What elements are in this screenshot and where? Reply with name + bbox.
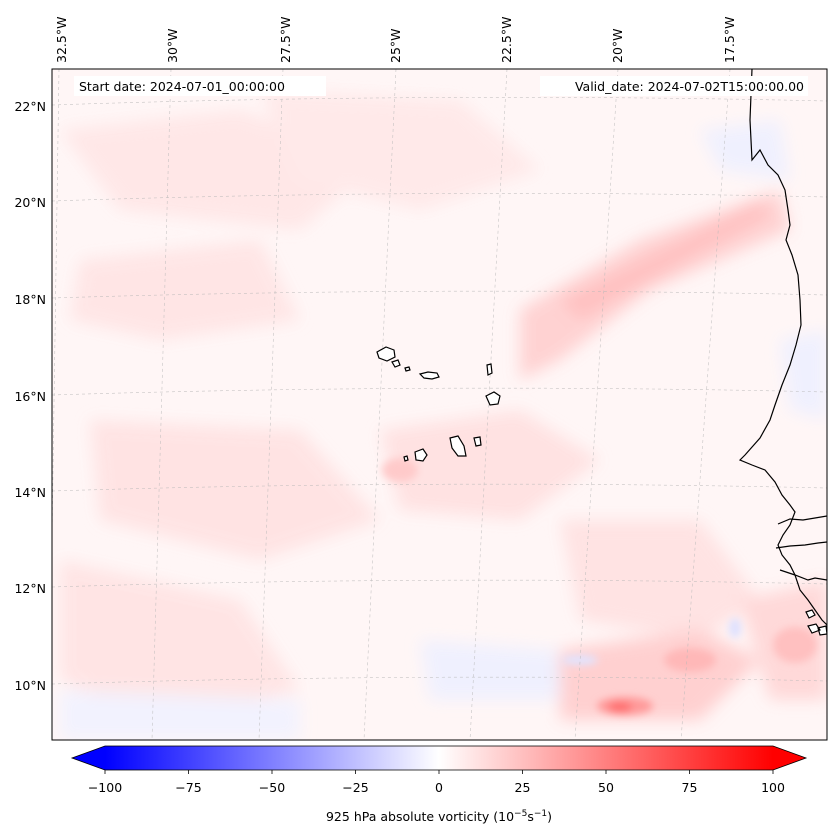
- colorbar-low-extend: [72, 746, 105, 770]
- island-sao-vicente: [391, 359, 401, 368]
- colorbar-high-extend: [773, 746, 806, 770]
- colorbar-title: 925 hPa absolute vorticity (10−5s−1): [326, 809, 552, 824]
- cb-tick-label: −100: [88, 780, 122, 795]
- colorbar-title-mid: s: [527, 809, 534, 824]
- island-sao-nicolau: [418, 371, 440, 380]
- colorbar-tick-labels: −100 −75 −50 −25 0 25 50 75 100: [88, 780, 785, 795]
- lon-label-30w: 30°W: [165, 28, 180, 63]
- lat-label-22n: 22°N: [14, 99, 46, 114]
- cb-tick-label: −25: [342, 780, 368, 795]
- lon-label-17-5w: 17.5°W: [722, 17, 737, 63]
- meridian-20w: [574, 69, 619, 740]
- parallel-18n: [52, 290, 827, 299]
- colorbar-title-exp2: −1: [534, 809, 547, 819]
- lat-label-10n: 10°N: [14, 678, 46, 693]
- island-santiago: [449, 435, 467, 457]
- cb-tick-label: −75: [175, 780, 201, 795]
- valid-date-box: [540, 76, 808, 96]
- start-date-label: Start date: 2024-07-01_00:00:00: [79, 79, 285, 94]
- cb-tick-label: −50: [259, 780, 285, 795]
- map-panel: [52, 69, 827, 740]
- meridian-27-5w: [258, 69, 284, 740]
- meridian-30w: [151, 69, 172, 740]
- lat-label-12n: 12°N: [14, 581, 46, 596]
- parallel-22n: [52, 97, 827, 106]
- cb-tick-label: 0: [435, 780, 443, 795]
- gambia-river: [777, 515, 827, 525]
- parallel-14n: [52, 483, 827, 492]
- cb-tick-label: 100: [761, 780, 785, 795]
- lat-label-18n: 18°N: [14, 292, 46, 307]
- lon-label-20w: 20°W: [610, 28, 625, 63]
- parallel-16n: [52, 387, 827, 396]
- gridlines: [52, 69, 827, 740]
- meridian-25w: [363, 69, 397, 740]
- island-boa-vista: [485, 391, 501, 406]
- guinea-bissau-coast: [775, 541, 827, 581]
- lon-label-32-5w: 32.5°W: [54, 17, 69, 63]
- colorbar-title-end: ): [547, 809, 552, 824]
- lon-label-25w: 25°W: [388, 28, 403, 63]
- lat-label-16n: 16°N: [14, 389, 46, 404]
- colorbar-title-exp1: −5: [514, 809, 527, 819]
- cb-tick-label: 75: [682, 780, 698, 795]
- island-maio: [473, 436, 482, 447]
- colorbar: −100 −75 −50 −25 0 25 50 75 100 925 hPa …: [70, 745, 808, 824]
- map-frame: [51, 68, 828, 741]
- lon-label-22-5w: 22.5°W: [499, 17, 514, 63]
- start-date-box: [74, 76, 326, 96]
- meridian-17-5w: [680, 69, 731, 740]
- valid-date-label: Valid_date: 2024-07-02T15:00:00.00: [575, 79, 804, 94]
- cb-tick-label: 25: [515, 780, 531, 795]
- island-fogo: [414, 448, 428, 462]
- date-annotations: Start date: 2024-07-01_00:00:00 Valid_da…: [74, 76, 808, 96]
- island-santo-antao: [376, 346, 396, 362]
- island-santa-luzia: [404, 366, 411, 372]
- parallel-20n: [52, 193, 827, 202]
- vorticity-maxima: [382, 458, 817, 715]
- meridian-22-5w: [469, 69, 508, 740]
- island-sal: [486, 363, 493, 376]
- africa-coastline: [738, 69, 827, 626]
- parallel-12n: [52, 579, 827, 588]
- cb-tick-label: 50: [598, 780, 614, 795]
- parallel-10n: [52, 676, 827, 685]
- longitude-labels: 32.5°W 30°W 27.5°W 25°W 22.5°W 20°W 17.5…: [54, 17, 737, 63]
- colorbar-ticks: [104, 770, 774, 774]
- latitude-labels: 22°N 20°N 18°N 16°N 14°N 12°N 10°N: [14, 99, 46, 693]
- lon-label-27-5w: 27.5°W: [278, 17, 293, 63]
- coastlines: [376, 69, 827, 636]
- lat-label-14n: 14°N: [14, 485, 46, 500]
- bijagos-islands: [805, 609, 827, 636]
- colorbar-gradient: [105, 746, 773, 770]
- colorbar-title-main: 925 hPa absolute vorticity (10: [326, 809, 514, 824]
- lat-label-20n: 20°N: [14, 195, 46, 210]
- island-brava: [403, 455, 409, 462]
